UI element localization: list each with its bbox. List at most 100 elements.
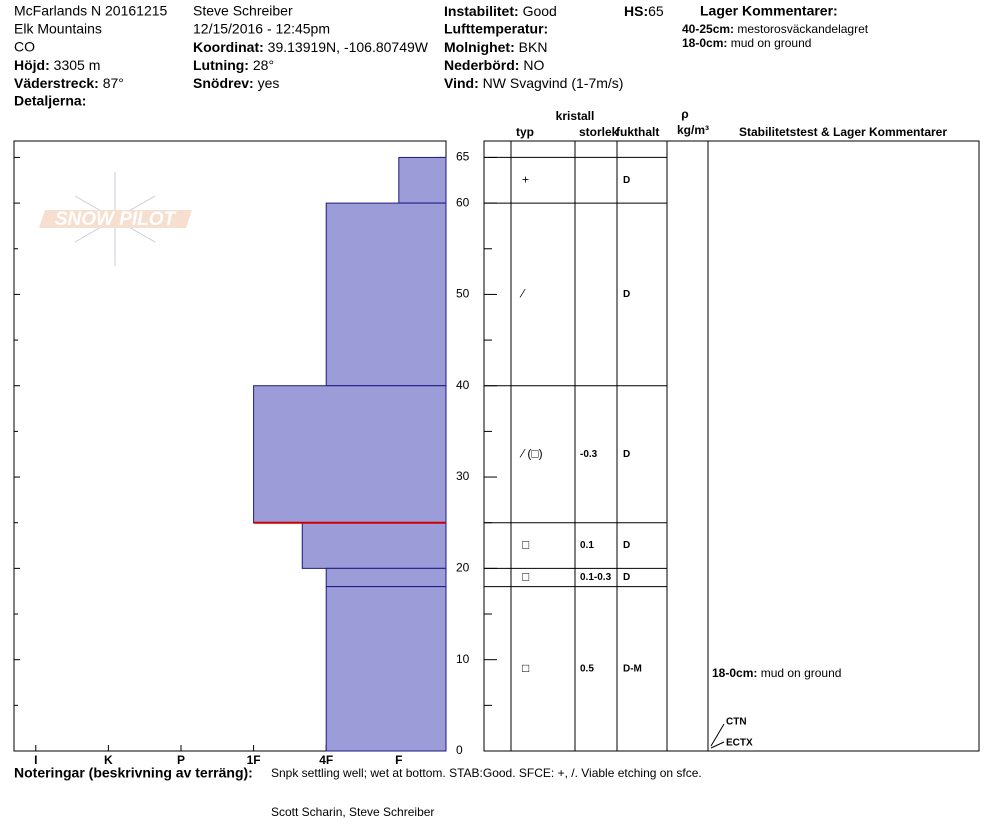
value: 87° <box>103 75 124 91</box>
field: Nederbörd: NO <box>444 57 544 73</box>
grain-type: + <box>522 172 529 186</box>
grain-size: -0.3 <box>580 449 598 460</box>
layer-bar <box>398 156 447 204</box>
field: HS:65 <box>624 3 664 19</box>
column-heading: ρ <box>681 107 688 121</box>
field: Snödrev: yes <box>193 75 279 91</box>
field: Instabilitet: Good <box>444 3 557 19</box>
field: Vind: NW Svagvind (1-7m/s) <box>444 75 623 91</box>
value: Good <box>523 3 557 19</box>
label: Lutning: <box>193 57 249 73</box>
y-tick-label: 40 <box>456 378 470 392</box>
value: NW Svagvind (1-7m/s) <box>483 75 624 91</box>
label: Detaljerna: <box>14 93 86 109</box>
column-heading: typ <box>516 125 534 139</box>
grain-type: ⁄ (□) <box>519 446 543 460</box>
label: 18-0cm: <box>682 36 727 50</box>
label: 18-0cm: <box>712 666 757 680</box>
layer-bar <box>253 385 447 524</box>
logo: SNOW PILOT <box>39 172 192 266</box>
observers: Scott Scharin, Steve Schreiber <box>271 805 434 819</box>
grain-type: □ <box>522 538 529 552</box>
test-arrows <box>710 723 725 749</box>
column-heading: kristall <box>556 109 595 123</box>
label: Väderstreck: <box>14 75 99 91</box>
layer-bar <box>325 567 447 588</box>
label: Koordinat: <box>193 39 264 55</box>
grain-size: 0.1 <box>580 540 594 551</box>
value: mud on ground <box>731 36 812 50</box>
datetime: 12/15/2016 - 12:45pm <box>193 21 330 37</box>
y-tick-label: 0 <box>456 743 463 757</box>
label: Nederbörd: <box>444 57 519 73</box>
layer-bar <box>301 522 447 569</box>
y-tick-label: 50 <box>456 287 470 301</box>
logo-text: SNOW PILOT <box>55 209 177 230</box>
column-heading: storlek <box>579 125 619 139</box>
label: Instabilitet: <box>444 3 519 19</box>
value: 65 <box>648 3 664 19</box>
observer: Steve Schreiber <box>193 3 293 19</box>
grain-type: □ <box>522 570 529 584</box>
y-tick-label: 60 <box>456 195 470 209</box>
arrow <box>710 723 725 747</box>
value: mestorosväckandelagret <box>737 22 868 36</box>
field: Väderstreck: 87° <box>14 75 124 91</box>
arrow <box>710 741 725 749</box>
value: NO <box>523 57 544 73</box>
label: Lufttemperatur: <box>444 21 548 37</box>
label: Snödrev: <box>193 75 254 91</box>
moisture: D <box>623 449 630 460</box>
layer-comment: 40-25cm: mestorosväckandelagret <box>682 22 869 36</box>
x-tick-label: 1F <box>247 753 261 767</box>
x-tick-label: P <box>177 753 185 767</box>
field: Koordinat: 39.13919N, -106.80749W <box>193 39 429 55</box>
x-tick-label: F <box>395 753 402 767</box>
grain-type: □ <box>522 661 529 675</box>
layer-bar <box>325 586 447 752</box>
notes: Snpk settling well; wet at bottom. STAB:… <box>271 766 702 780</box>
field: Molnighet: BKN <box>444 39 547 55</box>
field: Höjd: 3305 m <box>14 57 100 73</box>
notes-label: Noteringar (beskrivning av terräng): <box>14 765 253 781</box>
x-tick-label: 4F <box>319 753 333 767</box>
y-tick-label: 65 <box>456 150 470 164</box>
range: Elk Mountains <box>14 21 102 37</box>
state: CO <box>14 39 35 55</box>
column-heading: Stabilitetstest & Lager Kommentarer <box>739 125 947 139</box>
column-heading: fukthalt <box>616 125 659 139</box>
label: Molnighet: <box>444 39 515 55</box>
grain-size: 0.5 <box>580 663 594 674</box>
site: McFarlands N 20161215 <box>14 3 168 19</box>
moisture: D <box>623 540 630 551</box>
label: Vind: <box>444 75 479 91</box>
moisture: D-M <box>623 663 642 674</box>
grain-type: ⁄ <box>519 287 526 301</box>
label: Höjd: <box>14 57 50 73</box>
moisture: D <box>623 175 630 186</box>
layer-comment: 18-0cm: mud on ground <box>712 666 841 680</box>
stability-test: CTN <box>726 717 747 728</box>
value: BKN <box>519 39 548 55</box>
value: yes <box>258 75 280 91</box>
value: 39.13919N, -106.80749W <box>268 39 429 55</box>
label: HS: <box>624 3 648 19</box>
grain-size: 0.1-0.3 <box>580 572 612 583</box>
x-tick-label: I <box>34 753 37 767</box>
moisture: D <box>623 289 630 300</box>
label: Lager Kommentarer: <box>700 3 838 19</box>
label: 40-25cm: <box>682 22 734 36</box>
value: mud on ground <box>761 666 842 680</box>
value: 3305 m <box>54 57 101 73</box>
y-tick-label: 30 <box>456 469 470 483</box>
moisture: D <box>623 572 630 583</box>
field: Lutning: 28° <box>193 57 274 73</box>
layer-bar <box>325 202 447 387</box>
stability-test: ECTX <box>726 738 753 749</box>
table-columns <box>510 141 709 751</box>
y-tick-label: 10 <box>456 652 470 666</box>
x-tick-label: K <box>104 753 113 767</box>
table-frame <box>483 140 980 752</box>
column-heading: kg/m³ <box>677 123 709 137</box>
